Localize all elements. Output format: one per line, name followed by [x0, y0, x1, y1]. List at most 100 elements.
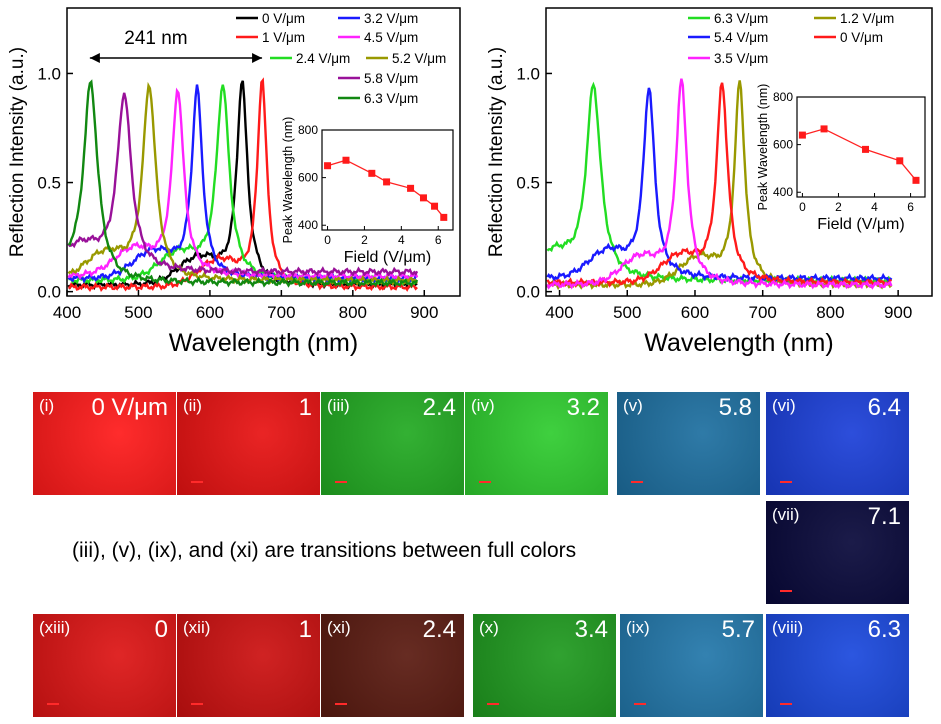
inset-y-tick-label: 400	[298, 218, 318, 232]
tile-field-value: 3.2	[566, 394, 600, 421]
transition-note: (iii), (v), (ix), and (xi) are transitio…	[72, 539, 577, 562]
spectrum-line-6	[67, 81, 418, 287]
inset-y-tick-label: 800	[773, 90, 793, 104]
scale-bar	[47, 703, 59, 705]
legend-entry: 0 V/μm	[840, 30, 883, 45]
legend-entry: 1.2 V/μm	[840, 11, 894, 26]
tile-field-value: 3.4	[574, 616, 608, 643]
tile-label: (xi)	[327, 618, 351, 637]
inset-x-tick-label: 4	[398, 233, 405, 247]
inset-point	[912, 176, 920, 184]
plot-frame	[545, 7, 933, 297]
scale-bar	[335, 703, 347, 705]
inset-point	[862, 145, 870, 153]
inset-point	[896, 157, 904, 165]
spectra-chart-right: 400 500 600 700 800 900 0.0 0.5 1.0 Wavelength (n…	[486, 7, 933, 357]
inset-y-axis-label: Peak Wavelength (nm)	[756, 84, 770, 211]
inset-y-tick-label: 600	[298, 171, 318, 185]
x-tick-label: 400	[545, 303, 573, 322]
legend-entry: 3.2 V/μm	[364, 11, 418, 26]
inset-x-tick-label: 0	[324, 233, 331, 247]
inset-x-axis-label: Field (V/μm)	[344, 249, 431, 266]
tile-label: (ii)	[183, 396, 202, 415]
tile-label: (x)	[479, 618, 499, 637]
y-tick-label: 0.0	[37, 283, 61, 302]
inset-y-tick-label: 600	[773, 138, 793, 152]
inset-y-tick-label: 400	[773, 185, 793, 199]
spectrum-line-8	[67, 79, 419, 288]
scale-bar	[479, 481, 491, 483]
legend-entry: 2.4 V/μm	[296, 51, 350, 66]
legend-entry: 5.8 V/μm	[364, 71, 418, 86]
micrograph-tile-xiii: (xiii) 0	[33, 614, 176, 717]
scale-bar	[191, 481, 203, 483]
x-tick-label: 700	[267, 303, 295, 322]
legend-entry: 0 V/μm	[262, 11, 305, 26]
y-axis-label: Reflection Intensity (a.u.)	[7, 47, 28, 257]
x-tick-label: 800	[816, 303, 844, 322]
inset-point	[383, 178, 391, 186]
tile-field-value: 1	[298, 394, 312, 421]
x-tick-label: 600	[196, 303, 224, 322]
scale-bar	[631, 481, 643, 483]
legend-entry: 4.5 V/μm	[364, 30, 418, 45]
micrograph-tile-vi: (vi) 6.4	[766, 392, 909, 495]
inset-point	[431, 202, 439, 210]
range-arrow-right-head	[252, 53, 263, 63]
x-tick-label: 500	[613, 303, 641, 322]
micrograph-tile-xii: (xii) 1	[177, 614, 320, 717]
legend-entry: 5.4 V/μm	[714, 30, 768, 45]
tile-label: (i)	[39, 396, 55, 415]
scale-bar	[634, 703, 646, 705]
micrograph-tile-v: (v) 5.8	[617, 392, 760, 495]
micrograph-tile-iii: (iii) 2.4	[321, 392, 464, 495]
tile-field-value: 6.3	[867, 616, 901, 643]
tile-label: (vii)	[772, 505, 800, 524]
x-tick-label: 800	[339, 303, 367, 322]
spectra-chart-left: 400 500 600 700 800 900 0.0 0.5 1.0 Wavelength (n…	[7, 7, 461, 357]
inset-y-axis-label: Peak Wavelength (nm)	[281, 117, 295, 244]
tile-label: (vi)	[772, 396, 796, 415]
micrograph-tile-vii: (vii) 7.1	[766, 501, 909, 604]
inset-x-tick-label: 6	[907, 200, 914, 214]
tile-field-value: 1	[298, 616, 312, 643]
tile-field-value: 5.7	[721, 616, 755, 643]
legend-entry: 6.3 V/μm	[364, 91, 418, 106]
y-tick-label: 0.0	[516, 283, 540, 302]
legend-entry: 1 V/μm	[262, 30, 305, 45]
x-axis-label: Wavelength (nm)	[644, 329, 833, 357]
x-tick-label: 400	[53, 303, 81, 322]
inset-y-tick-label: 800	[298, 123, 318, 137]
inset-point	[407, 184, 415, 192]
legend-entry: 5.2 V/μm	[392, 51, 446, 66]
inset-x-tick-label: 4	[871, 200, 878, 214]
spectrum-line-7	[67, 92, 419, 278]
inset-point	[342, 156, 350, 164]
scale-bar	[487, 703, 499, 705]
x-tick-label: 900	[410, 303, 438, 322]
micrograph-tile-xi: (xi) 2.4	[321, 614, 464, 717]
inset-x-tick-label: 6	[435, 233, 442, 247]
tile-label: (iv)	[471, 396, 495, 415]
scale-bar	[780, 703, 792, 705]
inset-point	[440, 213, 448, 221]
inset-x-tick-label: 0	[799, 200, 806, 214]
inset-x-axis-label: Field (V/μm)	[817, 216, 904, 233]
x-tick-label: 600	[681, 303, 709, 322]
micrograph-tile-ix: (ix) 5.7	[620, 614, 763, 717]
inset-x-tick-label: 2	[835, 200, 842, 214]
spectrum-line-5	[546, 78, 893, 290]
y-tick-label: 0.5	[37, 174, 61, 193]
inset-point	[419, 194, 427, 202]
inset-x-tick-label: 2	[361, 233, 368, 247]
tile-field-value: 7.1	[867, 503, 901, 530]
tile-field-value: 5.8	[718, 394, 752, 421]
x-tick-label: 500	[124, 303, 152, 322]
micrograph-tile-i: (i) 0 V/μm	[33, 392, 176, 495]
tile-label: (ix)	[626, 618, 650, 637]
tile-label: (xiii)	[39, 618, 71, 637]
y-tick-label: 1.0	[516, 64, 540, 83]
x-tick-label: 900	[884, 303, 912, 322]
tile-label: (v)	[623, 396, 643, 415]
tile-field-value: 2.4	[422, 394, 456, 421]
